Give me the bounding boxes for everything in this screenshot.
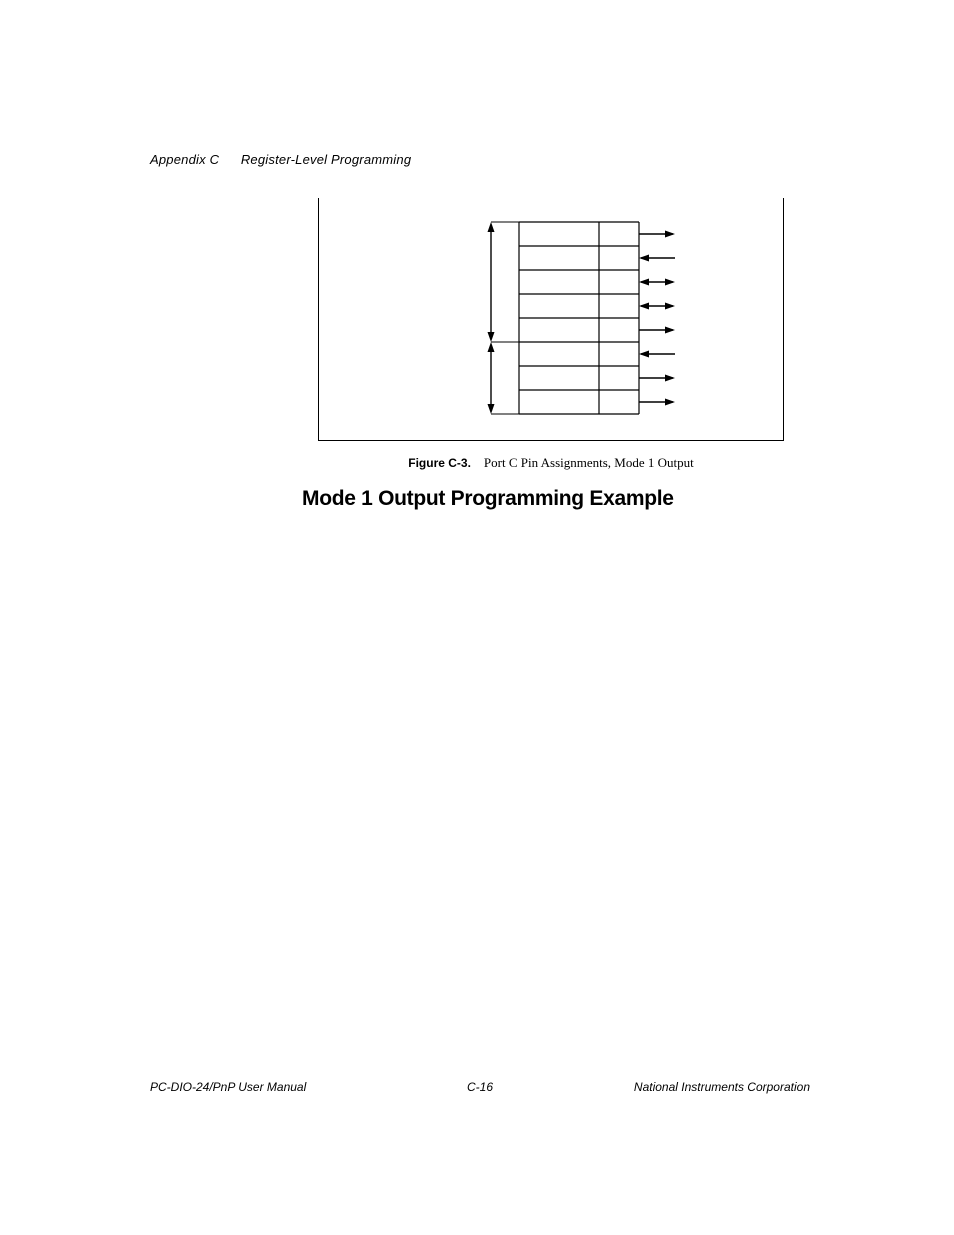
figure-svg bbox=[319, 198, 783, 439]
caption-text: Port C Pin Assignments, Mode 1 Output bbox=[484, 455, 694, 470]
header-title: Register-Level Programming bbox=[241, 152, 411, 167]
page: Appendix C Register-Level Programming Fi… bbox=[0, 0, 954, 1235]
figure-caption: Figure C-3. Port C Pin Assignments, Mode… bbox=[318, 455, 784, 471]
footer-right: National Instruments Corporation bbox=[634, 1080, 810, 1094]
section-heading: Mode 1 Output Programming Example bbox=[302, 487, 674, 511]
running-header: Appendix C Register-Level Programming bbox=[150, 152, 411, 167]
figure-box bbox=[318, 198, 784, 441]
header-appendix: Appendix C bbox=[150, 152, 219, 167]
caption-spacer bbox=[474, 455, 481, 470]
caption-label: Figure C-3. bbox=[408, 456, 471, 470]
